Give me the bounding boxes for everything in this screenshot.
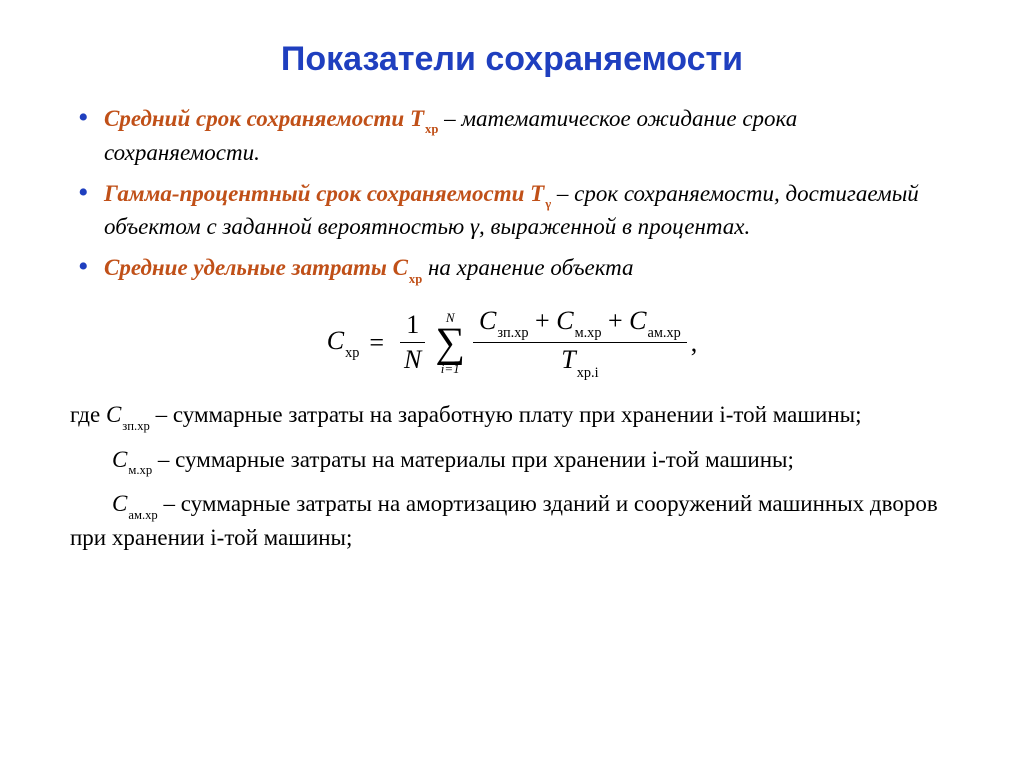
fraction-1-over-n: 1 N [398, 310, 427, 375]
lhs: Cхр [327, 326, 360, 360]
term-symbol: Tхр [410, 106, 438, 131]
term-label: Средний срок сохраняемости [104, 106, 404, 131]
bullet-item: Гамма-процентный срок сохраняемости Tγ –… [70, 178, 954, 243]
def-text: – суммарные затраты на амортизацию здани… [70, 491, 938, 550]
summation: N ∑ i=1 [435, 311, 465, 374]
term-symbol: Cхр [393, 255, 423, 280]
formula-tail: , [691, 328, 698, 358]
numerator: Cзп.хр + Cм.хр + Cам.хр [473, 306, 687, 343]
term-definition: на хранение объекта [422, 255, 633, 280]
formula-block: Cхр = 1 N N ∑ i=1 Cзп.хр + Cм.хр + Cам.х… [70, 306, 954, 379]
defs-lead: где [70, 402, 106, 427]
term-symbol: Tγ [530, 181, 551, 206]
equals-sign: = [369, 328, 384, 358]
definition-row: Cам.хр – суммарные затраты на амортизаци… [70, 488, 954, 555]
definitions-block: где Cзп.хр – суммарные затраты на зарабо… [70, 399, 954, 554]
def-symbol: Cм.хр [112, 447, 152, 472]
fraction-main: Cзп.хр + Cм.хр + Cам.хр Tхр.i [473, 306, 687, 379]
bullet-item: Средний срок сохраняемости Tхр – математ… [70, 103, 954, 168]
denominator: Tхр.i [555, 343, 604, 379]
term-label: Гамма-процентный срок сохраняемости [104, 181, 524, 206]
slide-container: Показатели сохраняемости Средний срок со… [0, 0, 1024, 595]
def-text: – суммарные затраты на заработную плату … [150, 402, 862, 427]
slide-title: Показатели сохраняемости [70, 40, 954, 79]
def-text: – суммарные затраты на материалы при хра… [152, 447, 794, 472]
term-label: Средние удельные затраты [104, 255, 387, 280]
def-symbol: Cам.хр [112, 491, 158, 516]
formula: Cхр = 1 N N ∑ i=1 Cзп.хр + Cм.хр + Cам.х… [327, 306, 698, 379]
def-symbol: Cзп.хр [106, 402, 150, 427]
definition-row: где Cзп.хр – суммарные затраты на зарабо… [70, 399, 954, 433]
definition-row: Cм.хр – суммарные затраты на материалы п… [70, 444, 954, 478]
bullet-list: Средний срок сохраняемости Tхр – математ… [70, 103, 954, 286]
bullet-item: Средние удельные затраты Cхр на хранение… [70, 252, 954, 286]
